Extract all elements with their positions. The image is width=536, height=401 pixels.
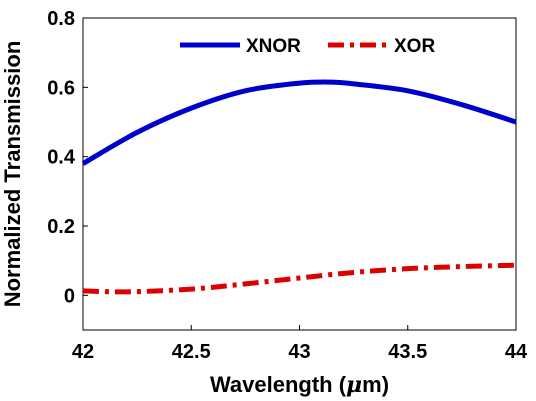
legend-label-xnor: XNOR xyxy=(246,36,301,57)
plot-area xyxy=(82,17,517,331)
x-axis-label-prefix: Wavelength ( xyxy=(210,372,347,397)
x-tick-label: 44 xyxy=(505,341,528,363)
legend: XNOR XOR xyxy=(180,36,435,57)
series-line-xor xyxy=(82,262,517,295)
ticks-layer: 42 42.5 43 43.5 44 0 0.2 0.4 0.6 0.8 xyxy=(47,8,528,363)
x-tick-label: 43.5 xyxy=(388,341,427,363)
x-tick-label: 43 xyxy=(288,341,310,363)
y-tick-label: 0.8 xyxy=(47,8,75,30)
series-line-xnor xyxy=(81,79,517,166)
y-tick-label: 0.6 xyxy=(47,77,75,99)
x-axis-label-unit-symbol: μ xyxy=(346,372,362,398)
x-tick-label: 42.5 xyxy=(172,341,211,363)
legend-label-xor: XOR xyxy=(394,36,435,57)
y-tick-label: 0.4 xyxy=(47,147,76,169)
y-axis-label: Normalized Transmission xyxy=(0,41,25,308)
y-tick-label: 0.2 xyxy=(47,216,75,238)
x-tick-label: 42 xyxy=(72,341,94,363)
y-tick-label: 0 xyxy=(64,285,75,307)
series-layer xyxy=(81,79,517,295)
x-axis-label: Wavelength (μm) xyxy=(210,372,389,398)
x-axis-label-suffix: m) xyxy=(362,372,389,397)
plot-frame xyxy=(82,17,517,331)
